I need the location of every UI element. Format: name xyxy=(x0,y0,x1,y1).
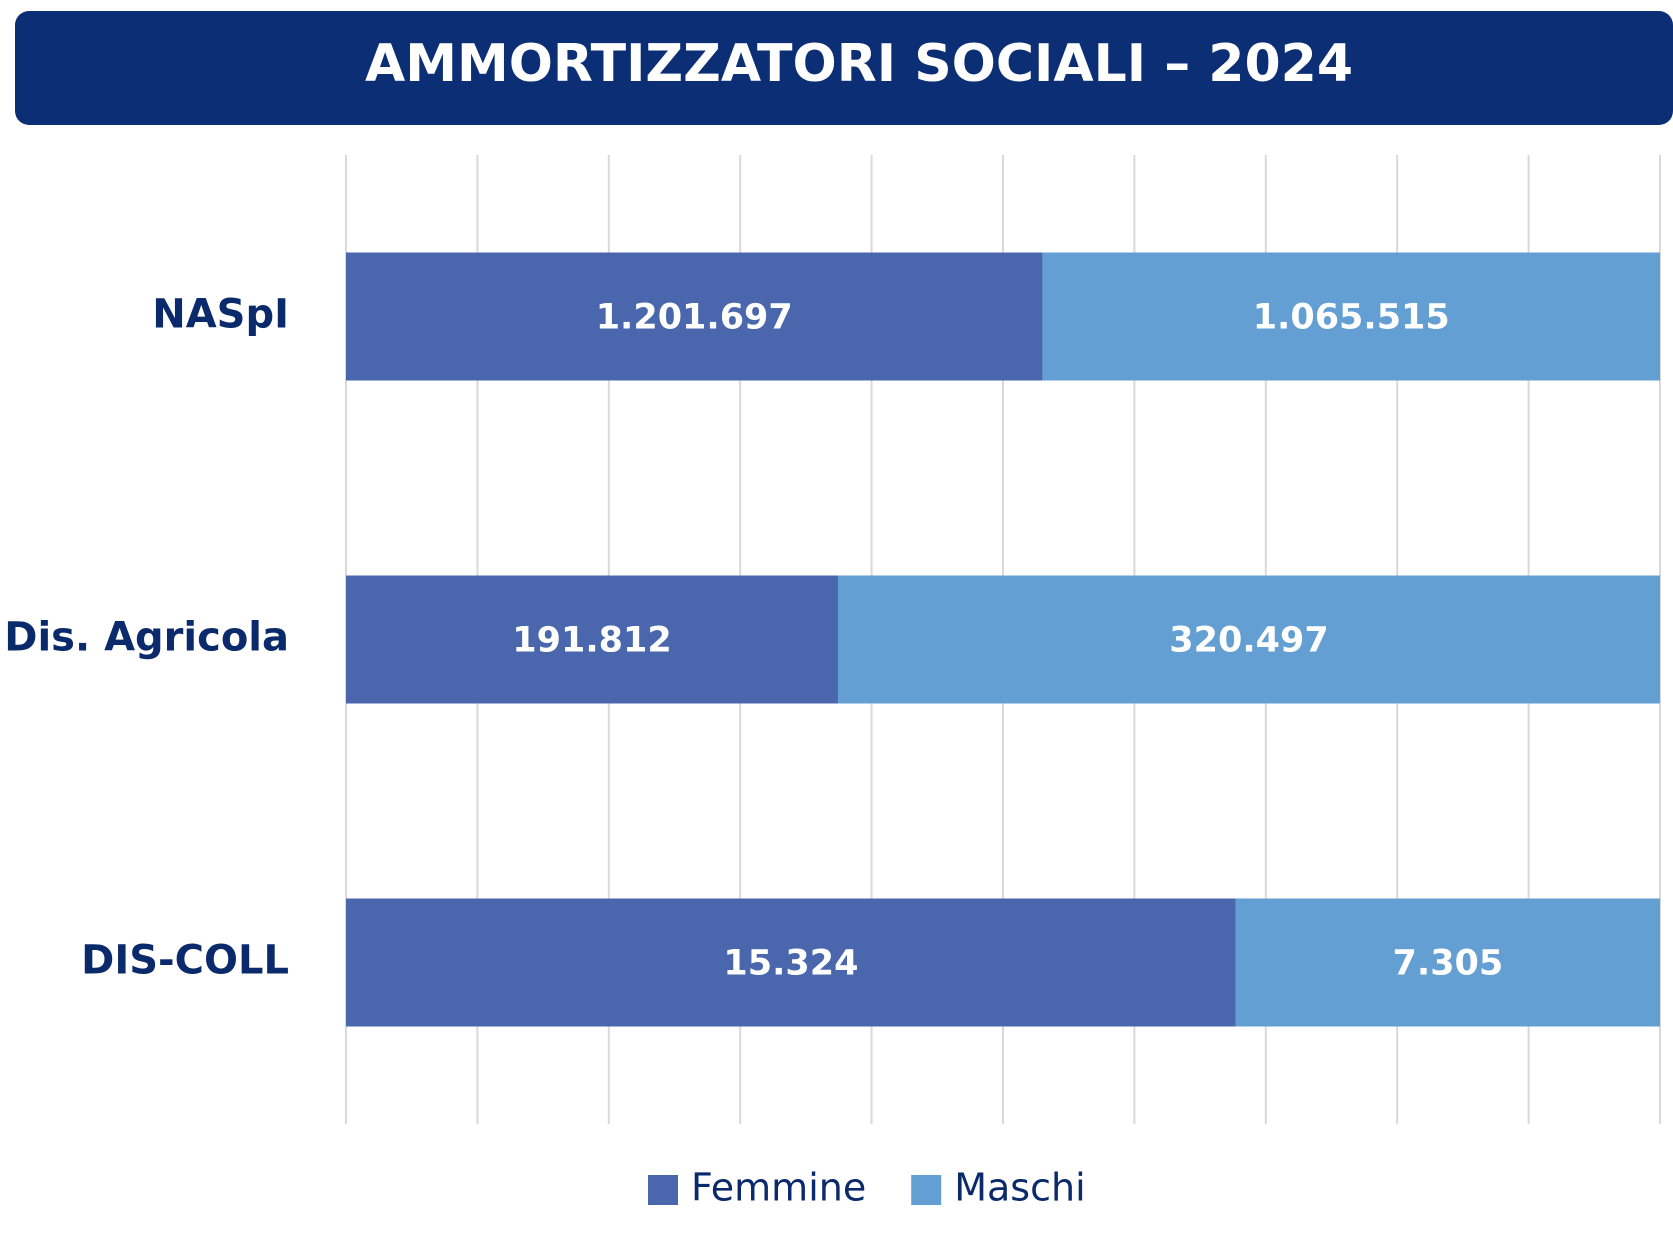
y-tick-label: Dis. Agricola xyxy=(4,615,289,661)
legend-swatch xyxy=(648,1175,678,1205)
bar-segment xyxy=(346,252,1043,381)
data-label: 191.812 xyxy=(512,621,671,661)
data-label: 1.065.515 xyxy=(1253,298,1450,338)
data-label: 1.201.697 xyxy=(596,298,793,338)
legend-label: Maschi xyxy=(954,1166,1085,1210)
data-label: 7.305 xyxy=(1393,944,1504,984)
bar-segment xyxy=(1235,898,1660,1027)
bar-segment xyxy=(837,575,1660,704)
bar-segment xyxy=(1042,252,1660,381)
y-tick-label: DIS-COLL xyxy=(81,938,289,984)
legend-label: Femmine xyxy=(691,1166,866,1210)
legend-swatch xyxy=(911,1175,942,1205)
bar-segment xyxy=(346,575,838,704)
chart-title: AMMORTIZZATORI SOCIALI – 2024 xyxy=(365,34,1353,94)
data-label: 320.497 xyxy=(1169,621,1328,661)
data-label: 15.324 xyxy=(723,944,858,984)
title-banner xyxy=(15,11,1673,125)
bar-segment xyxy=(346,898,1236,1027)
y-tick-label: NASpI xyxy=(152,292,289,338)
